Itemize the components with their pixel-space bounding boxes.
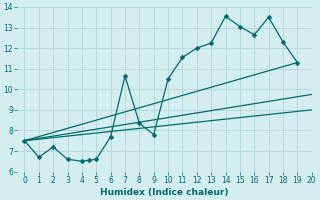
X-axis label: Humidex (Indice chaleur): Humidex (Indice chaleur): [100, 188, 229, 197]
